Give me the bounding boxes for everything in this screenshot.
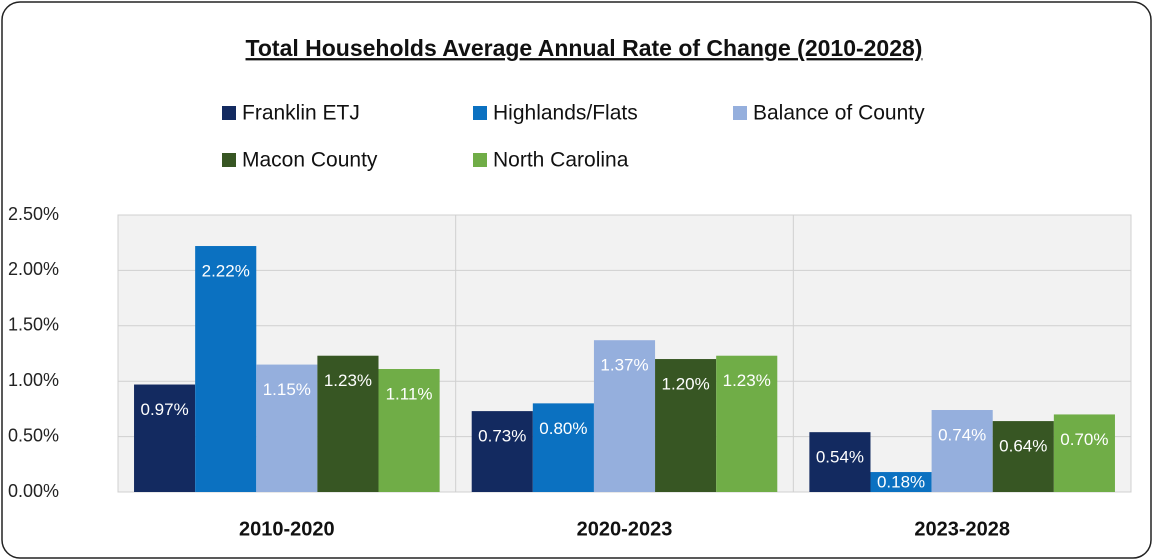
data-label: 1.20% [662,375,710,394]
legend-swatch [222,106,236,120]
x-tick-label: 2020-2023 [577,518,673,540]
bar [378,369,440,492]
bar [809,432,871,492]
chart-title: Total Households Average Annual Rate of … [246,35,923,61]
y-tick-label: 1.00% [8,370,59,390]
data-label: 0.18% [877,472,925,491]
data-label: 1.37% [600,356,648,375]
legend-label: Highlands/Flats [493,102,638,125]
legend-label: Macon County [242,149,378,172]
bar [256,364,318,492]
legend-label: Balance of County [753,102,925,125]
legend-swatch [733,106,747,120]
legend-swatch [222,153,236,167]
x-tick-label: 2010-2020 [239,518,335,540]
data-label: 1.11% [386,384,433,403]
y-tick-label: 2.50% [8,204,59,224]
bar [870,472,932,492]
bar [317,355,379,492]
data-label: 1.23% [324,371,372,390]
y-tick-label: 0.00% [8,481,59,501]
data-label: 0.80% [539,419,587,438]
bar [532,403,594,492]
data-label: 0.70% [1060,430,1108,449]
legend-label: Franklin ETJ [242,102,360,125]
data-label: 2.22% [202,262,250,281]
data-label: 0.73% [478,427,526,446]
bar [195,246,257,492]
y-tick-label: 2.00% [8,259,59,279]
bar [471,411,533,492]
legend-swatch [473,106,487,120]
data-label: 1.15% [263,380,311,399]
data-label: 0.74% [938,425,986,444]
data-label: 0.97% [140,400,188,419]
bar [134,384,196,492]
legend-label: North Carolina [493,149,629,172]
data-label: 0.54% [816,448,864,467]
bar [655,359,717,492]
bar [716,355,778,492]
bar [992,421,1054,492]
data-label: 1.23% [723,371,771,390]
data-label: 0.64% [999,437,1047,456]
y-tick-label: 1.50% [8,315,59,335]
y-tick-label: 0.50% [8,425,59,445]
bar [1053,414,1115,492]
bar [593,340,656,492]
legend-swatch [473,153,487,167]
x-tick-label: 2023-2028 [914,518,1010,540]
bar [931,410,993,492]
